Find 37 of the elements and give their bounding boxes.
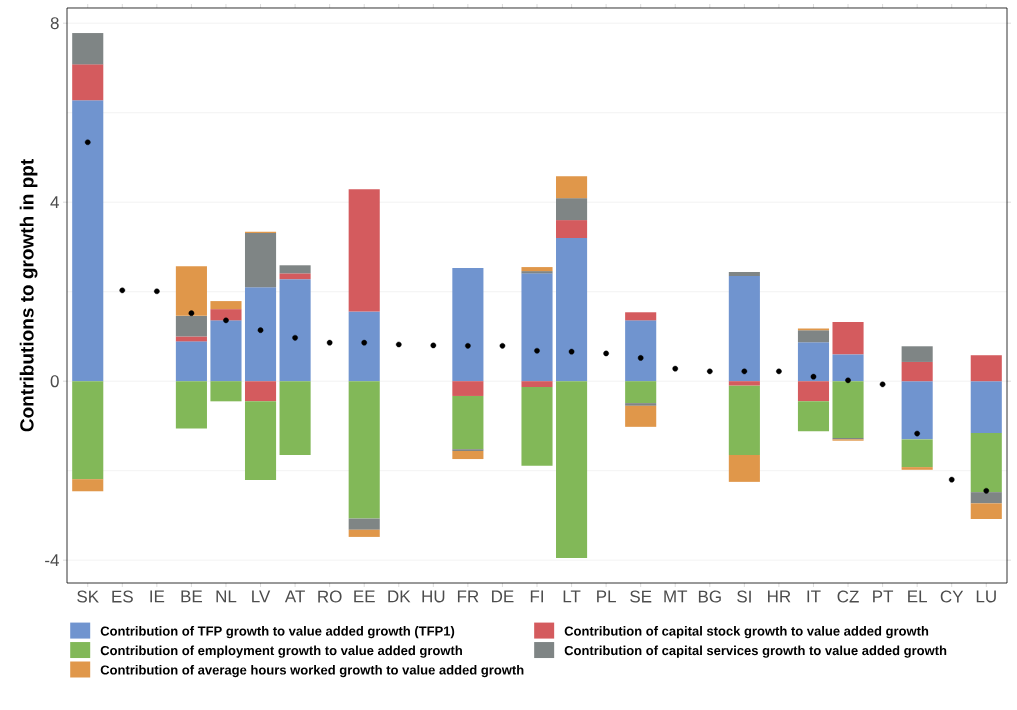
x-tick-label: LT: [563, 590, 581, 603]
x-tick-label: PT: [873, 590, 894, 603]
x-tick-label: SE: [630, 590, 652, 603]
x-tick-label: DE: [492, 590, 514, 603]
y-axis-title: Contributions to growth in ppt: [19, 159, 38, 432]
x-tick-label: BE: [181, 590, 203, 603]
x-tick-label: MT: [664, 590, 688, 603]
y-tick-label: -4: [45, 554, 59, 567]
x-tick-label: SK: [77, 590, 99, 603]
x-tick-label: CY: [940, 590, 964, 603]
x-tick-label: HU: [422, 590, 445, 603]
x-tick-label: ES: [112, 590, 133, 603]
legend-label: Contribution of capital stock growth to value added growth: [564, 626, 929, 639]
x-tick-label: CZ: [837, 590, 859, 603]
x-tick-label: SI: [737, 590, 751, 603]
y-tick-label: 8: [50, 17, 59, 30]
x-tick-label: IE: [150, 590, 165, 603]
legend-label: Contribution of employment growth to value added growth: [100, 645, 462, 658]
x-tick-label: HR: [768, 590, 791, 603]
x-tick-label: LV: [252, 590, 271, 603]
x-tick-label: IT: [807, 590, 821, 603]
legend-label: Contribution of capital services growth to value added growth: [564, 645, 947, 658]
x-tick-label: BG: [698, 590, 721, 603]
x-tick-label: PL: [597, 590, 616, 603]
x-tick-label: AT: [284, 590, 305, 603]
legend-label: Contribution of average hours worked growth to value added growth: [100, 665, 524, 678]
x-tick-label: RO: [318, 590, 342, 603]
x-tick-label: LU: [976, 590, 996, 603]
x-tick-label: DK: [388, 590, 411, 603]
x-tick-label: EL: [908, 590, 927, 603]
y-tick-label: 0: [50, 375, 59, 388]
y-tick-label: 4: [50, 196, 59, 209]
x-tick-label: FI: [530, 590, 543, 603]
x-tick-label: EE: [354, 590, 375, 603]
x-tick-label: NL: [216, 590, 237, 603]
x-tick-label: FR: [457, 590, 479, 603]
legend-label: Contribution of TFP growth to value added growth (TFP1): [100, 626, 455, 639]
